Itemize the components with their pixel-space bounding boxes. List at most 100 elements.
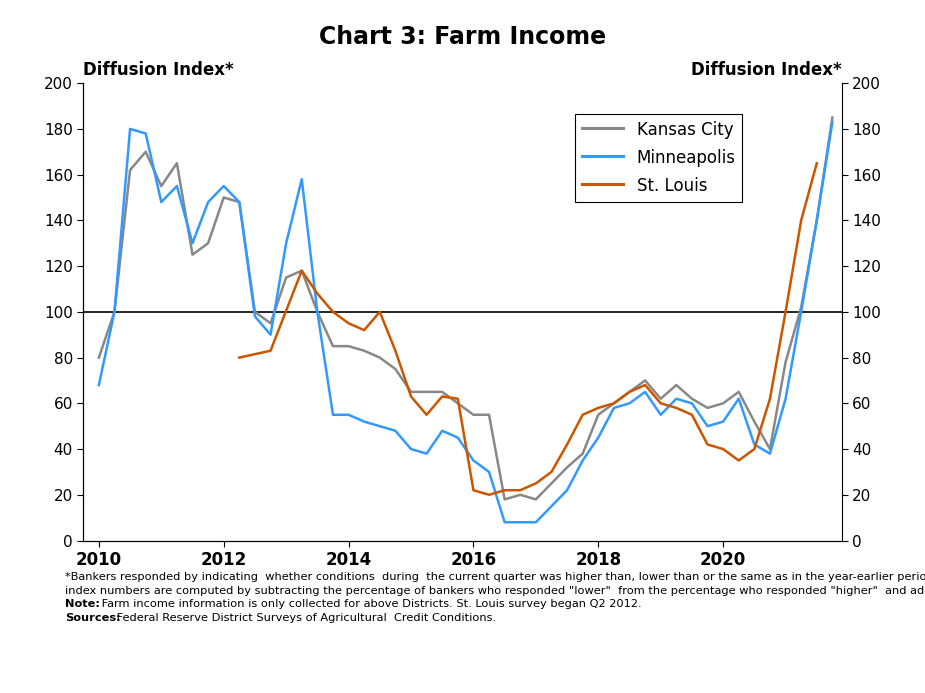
Kansas City (639, 376, 650, 385)
Minneapolis (359, 417, 370, 426)
St. Louis (375, 308, 386, 316)
Kansas City (265, 319, 276, 328)
Text: Farm income information is only collected for above Districts. St. Louis survey : Farm income information is only collecte… (98, 599, 642, 609)
Minneapolis (749, 440, 760, 448)
Kansas City (234, 198, 245, 207)
Kansas City (312, 308, 323, 316)
Kansas City (734, 388, 745, 396)
Minneapolis (530, 518, 541, 527)
Kansas City (327, 342, 339, 351)
Kansas City (375, 353, 386, 362)
Minneapolis (405, 445, 416, 453)
Kansas City (811, 216, 822, 225)
Minneapolis (140, 130, 151, 138)
St. Louis (359, 326, 370, 334)
Minneapolis (827, 118, 838, 126)
Kansas City (171, 159, 182, 168)
Minneapolis (609, 404, 620, 412)
St. Louis (500, 486, 511, 494)
Minneapolis (811, 216, 822, 225)
Minneapolis (577, 457, 588, 465)
Kansas City (187, 251, 198, 259)
Text: Federal Reserve District Surveys of Agricultural  Credit Conditions.: Federal Reserve District Surveys of Agri… (113, 613, 496, 622)
Title: Chart 3: Farm Income: Chart 3: Farm Income (319, 25, 606, 49)
Kansas City (530, 495, 541, 504)
Minneapolis (250, 313, 261, 321)
Minneapolis (125, 125, 136, 133)
Minneapolis (280, 239, 291, 247)
Minneapolis (296, 175, 307, 184)
Kansas City (577, 450, 588, 458)
Minneapolis (187, 239, 198, 247)
Kansas City (624, 388, 635, 396)
Kansas City (140, 148, 151, 156)
Minneapolis (718, 417, 729, 426)
Kansas City (250, 308, 261, 316)
St. Louis (452, 394, 463, 403)
Minneapolis (312, 308, 323, 316)
Minneapolis (93, 381, 105, 389)
Kansas City (218, 193, 229, 202)
St. Louis (811, 159, 822, 168)
Minneapolis (764, 450, 775, 458)
Kansas City (484, 410, 495, 419)
Kansas City (514, 491, 525, 499)
Minneapolis (686, 399, 697, 407)
Minneapolis (546, 502, 557, 510)
St. Louis (530, 480, 541, 488)
Minneapolis (375, 422, 386, 430)
Minneapolis (155, 198, 166, 207)
Text: Note:: Note: (65, 599, 100, 609)
Kansas City (421, 388, 432, 396)
St. Louis (639, 381, 650, 389)
St. Louis (718, 445, 729, 453)
St. Louis (468, 486, 479, 494)
Minneapolis (639, 388, 650, 396)
Kansas City (468, 410, 479, 419)
St. Louis (234, 353, 245, 362)
Minneapolis (468, 457, 479, 465)
Minneapolis (203, 198, 214, 207)
Text: Sources:: Sources: (65, 613, 120, 622)
Minneapolis (796, 308, 807, 316)
Text: Diffusion Index*: Diffusion Index* (691, 60, 842, 78)
Kansas City (109, 308, 120, 316)
St. Louis (546, 468, 557, 476)
Minneapolis (655, 410, 666, 419)
Text: Diffusion Index*: Diffusion Index* (83, 60, 234, 78)
Minneapolis (500, 518, 511, 527)
St. Louis (764, 394, 775, 403)
Kansas City (702, 404, 713, 412)
St. Louis (796, 216, 807, 225)
Kansas City (593, 410, 604, 419)
Minneapolis (514, 518, 525, 527)
St. Louis (484, 491, 495, 499)
St. Louis (671, 404, 682, 412)
St. Louis (405, 392, 416, 401)
St. Louis (702, 440, 713, 448)
St. Louis (655, 399, 666, 407)
Minneapolis (437, 427, 448, 435)
Kansas City (609, 399, 620, 407)
Kansas City (280, 273, 291, 281)
Kansas City (359, 346, 370, 355)
Minneapolis (624, 399, 635, 407)
St. Louis (437, 392, 448, 401)
Kansas City (561, 463, 573, 471)
Minneapolis (343, 410, 354, 419)
Kansas City (546, 480, 557, 488)
St. Louis (734, 457, 745, 465)
Kansas City (718, 399, 729, 407)
St. Louis (514, 486, 525, 494)
Kansas City (686, 394, 697, 403)
St. Louis (296, 267, 307, 275)
St. Louis (389, 346, 401, 355)
St. Louis (609, 399, 620, 407)
Kansas City (500, 495, 511, 504)
Minneapolis (171, 182, 182, 190)
St. Louis (624, 388, 635, 396)
Line: Minneapolis: Minneapolis (99, 122, 833, 523)
Kansas City (343, 342, 354, 351)
Kansas City (764, 445, 775, 453)
St. Louis (421, 410, 432, 419)
